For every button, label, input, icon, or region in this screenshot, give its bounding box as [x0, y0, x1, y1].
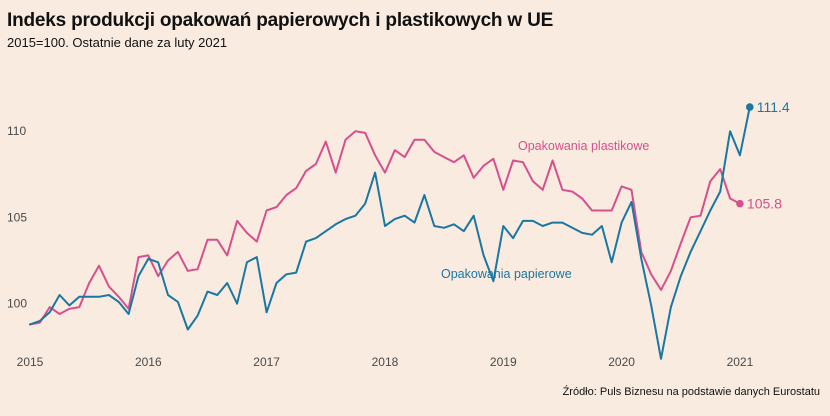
series-end-label: 111.4 — [757, 99, 790, 115]
series-end-point — [736, 199, 744, 208]
series-line — [29, 106, 751, 360]
x-tick-label: 2020 — [608, 355, 635, 369]
y-tick-label: 105 — [7, 210, 27, 224]
y-tick-label: 110 — [7, 124, 26, 138]
source-note: Źródło: Puls Biznesu na podstawie danych… — [562, 386, 820, 398]
chart-title: Indeks produkcji opakowań papierowych i … — [7, 10, 554, 31]
x-tick-label: 2018 — [372, 355, 399, 369]
series-end-point — [745, 103, 754, 111]
series-end-label: 105.8 — [747, 196, 782, 212]
x-tick-label: 2019 — [490, 355, 517, 369]
x-tick-label: 2015 — [17, 355, 44, 369]
series-line — [29, 130, 741, 326]
x-tick-label: 2016 — [135, 355, 162, 369]
y-tick-label: 100 — [7, 297, 27, 311]
chart-subtitle: 2015=100. Ostatnie dane za luty 2021 — [7, 35, 228, 50]
series-name-label: Opakowania papierowe — [441, 267, 572, 281]
series-name-label: Opakowania plastikowe — [518, 139, 649, 153]
x-tick-label: 2017 — [253, 355, 280, 369]
x-tick-label: 2021 — [727, 355, 754, 369]
